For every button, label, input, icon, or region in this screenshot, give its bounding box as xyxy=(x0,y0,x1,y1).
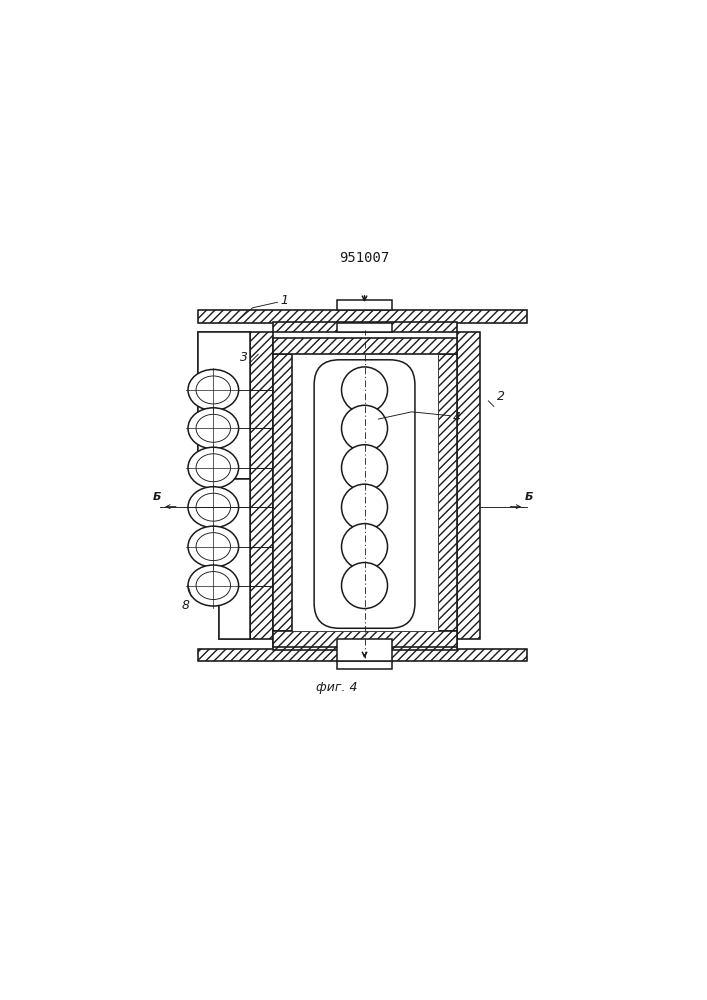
Bar xyxy=(337,639,392,661)
Bar xyxy=(198,649,527,661)
Bar xyxy=(198,310,527,323)
Circle shape xyxy=(341,405,387,451)
Bar xyxy=(438,354,457,631)
Bar xyxy=(273,631,457,647)
Text: 3: 3 xyxy=(240,351,248,364)
Ellipse shape xyxy=(196,533,230,561)
Bar xyxy=(457,332,480,639)
Ellipse shape xyxy=(188,526,239,567)
Bar xyxy=(337,323,392,332)
Text: 2: 2 xyxy=(496,390,505,403)
Bar xyxy=(273,631,457,647)
Text: 1: 1 xyxy=(280,294,288,307)
Ellipse shape xyxy=(196,572,230,600)
Circle shape xyxy=(341,524,387,570)
Bar xyxy=(198,310,527,323)
Ellipse shape xyxy=(196,493,230,521)
Text: фиг. 4: фиг. 4 xyxy=(316,681,357,694)
Bar xyxy=(273,322,457,332)
Bar xyxy=(198,332,250,479)
Bar xyxy=(337,300,392,310)
Circle shape xyxy=(341,445,387,491)
Bar xyxy=(457,332,480,639)
Circle shape xyxy=(341,367,387,413)
Text: 8: 8 xyxy=(181,599,189,612)
Bar xyxy=(292,354,438,631)
Bar xyxy=(198,332,250,479)
Bar xyxy=(337,661,392,669)
Bar xyxy=(273,354,292,631)
Ellipse shape xyxy=(188,487,239,528)
Bar xyxy=(273,338,457,354)
Circle shape xyxy=(341,563,387,609)
Ellipse shape xyxy=(188,369,239,410)
Bar xyxy=(250,332,273,639)
Ellipse shape xyxy=(188,565,239,606)
Ellipse shape xyxy=(196,454,230,482)
Bar xyxy=(273,639,457,650)
Bar xyxy=(438,354,457,631)
Bar xyxy=(273,338,457,354)
Ellipse shape xyxy=(188,408,239,449)
Ellipse shape xyxy=(196,414,230,442)
Text: 951007: 951007 xyxy=(339,251,390,265)
Bar xyxy=(198,649,527,661)
Bar xyxy=(218,479,250,639)
FancyBboxPatch shape xyxy=(314,360,415,628)
Ellipse shape xyxy=(196,376,230,404)
Circle shape xyxy=(341,484,387,530)
Bar xyxy=(218,479,250,639)
Bar xyxy=(273,322,457,332)
Text: Б: Б xyxy=(153,492,161,502)
Bar xyxy=(273,354,292,631)
Text: 4: 4 xyxy=(452,411,461,424)
Bar xyxy=(273,639,457,650)
Text: Б: Б xyxy=(525,492,534,502)
Bar xyxy=(250,332,273,639)
Ellipse shape xyxy=(188,447,239,488)
